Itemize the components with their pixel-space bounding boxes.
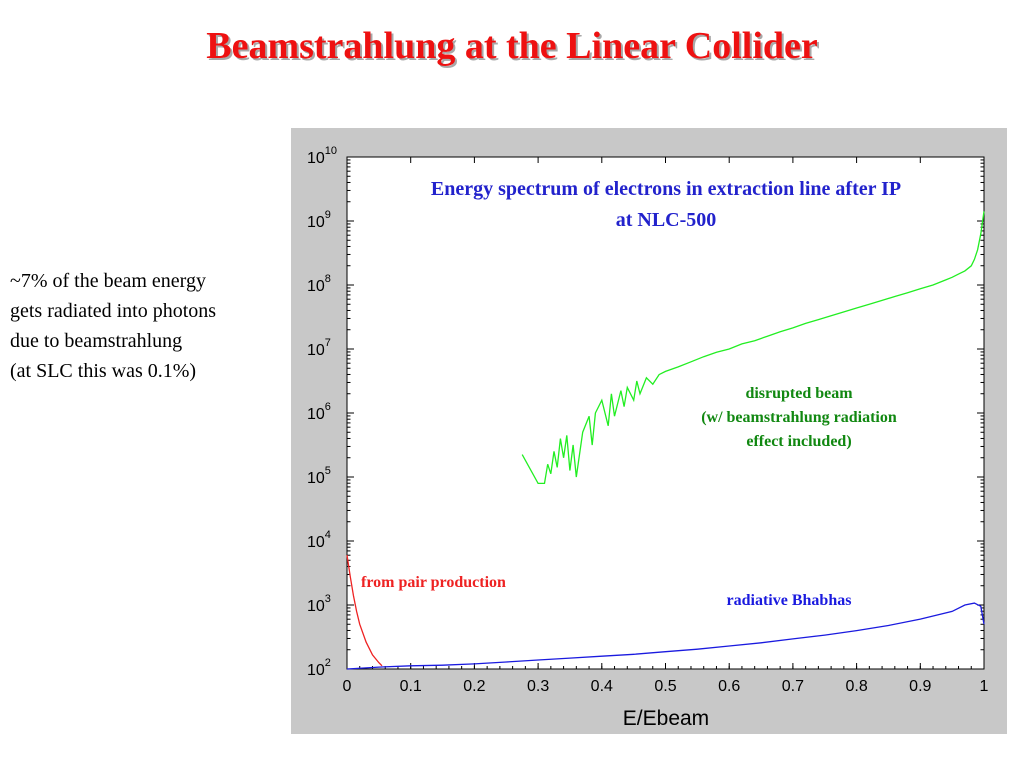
y-tick-label: 108	[307, 273, 331, 295]
plot-title-line-2: at NLC-500	[616, 209, 717, 231]
series-layer	[346, 211, 985, 670]
y-tick-label: 1010	[307, 145, 337, 167]
x-tick-label: 0.3	[527, 678, 549, 695]
y-tick-exponent: 10	[325, 145, 337, 157]
x-tick-label: 0.8	[845, 678, 867, 695]
y-tick-label: 104	[307, 529, 331, 551]
y-tick-exponent: 3	[325, 593, 331, 605]
y-tick-label: 107	[307, 337, 331, 359]
y-tick-exponent: 7	[325, 337, 331, 349]
chart-svg: 0 0.1 0.2 0.3 0.4 0.5 0.6 0.7 0.8 0.9 110210310410…	[307, 145, 989, 730]
plot-panel: 0 0.1 0.2 0.3 0.4 0.5 0.6 0.7 0.8 0.9 1 102 103 104 10…	[291, 128, 1007, 734]
side-text-line: (at SLC this was 0.1%)	[10, 360, 197, 382]
annotation-disrupted-beam-line-3: effect included)	[746, 433, 851, 450]
y-tick-exponent: 6	[325, 401, 331, 413]
y-tick-label: 109	[307, 209, 331, 231]
y-tick-exponent: 2	[325, 657, 331, 669]
plot-title-line-1: Energy spectrum of electrons in extracti…	[431, 178, 901, 200]
x-axis-label: E/Ebeam	[623, 707, 709, 730]
x-tick-label: 0.6	[718, 678, 740, 695]
annotation-disrupted-beam-line-2: (w/ beamstrahlung radiation	[701, 409, 897, 426]
y-tick-label: 106	[307, 401, 331, 423]
y-tick-label: 105	[307, 465, 331, 487]
series-line-bhabhas	[346, 602, 985, 670]
side-text-line: due to beamstrahlung	[10, 330, 183, 352]
series-line-pair-production	[346, 555, 383, 667]
y-tick-exponent: 9	[325, 209, 331, 221]
y-tick-label: 103	[307, 593, 331, 615]
x-tick-label: 0	[343, 678, 352, 695]
axes-layer: 0 0.1 0.2 0.3 0.4 0.5 0.6 0.7 0.8 0.9 110210310410…	[307, 145, 989, 695]
y-tick-exponent: 8	[325, 273, 331, 285]
x-tick-label: 0.5	[654, 678, 676, 695]
series-line-disrupted-beam	[521, 211, 985, 485]
plot-area	[346, 156, 985, 670]
x-tick-label: 0.1	[400, 678, 422, 695]
y-tick-exponent: 5	[325, 465, 331, 477]
annotation-radiative-bhabhas: radiative Bhabhas	[727, 592, 852, 609]
side-text-block: ~7% of the beam energy gets radiated int…	[10, 266, 290, 386]
y-tick-exponent: 4	[325, 529, 331, 541]
x-tick-label: 0.2	[463, 678, 485, 695]
x-tick-label: 0.7	[782, 678, 804, 695]
y-tick-label: 102	[307, 657, 331, 679]
slide-title: Beamstrahlung at the Linear Collider	[206, 25, 818, 67]
x-tick-label: 0.9	[909, 678, 931, 695]
annotation-pair-production: from pair production	[361, 574, 506, 591]
annotation-disrupted-beam-line-1: disrupted beam	[745, 385, 853, 402]
x-tick-label: 0.4	[591, 678, 613, 695]
side-text-line: gets radiated into photons	[10, 300, 217, 322]
x-tick-label: 1	[980, 678, 989, 695]
side-text-line: ~7% of the beam energy	[10, 270, 206, 292]
